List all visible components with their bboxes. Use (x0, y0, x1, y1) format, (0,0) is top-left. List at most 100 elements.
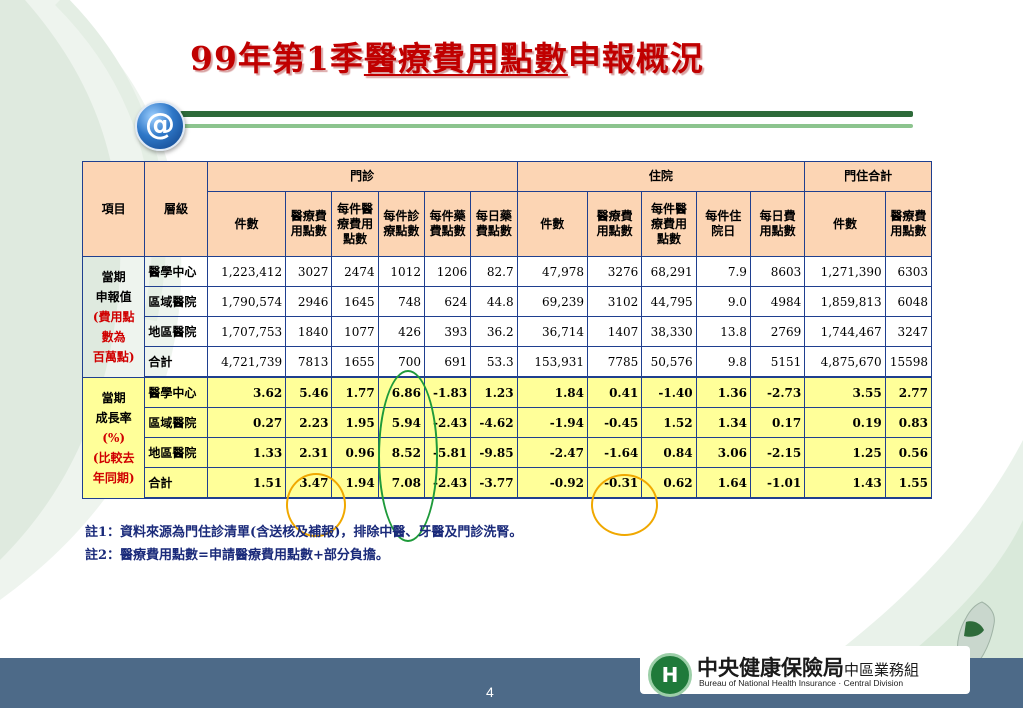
table-cell: 7.08 (377, 467, 425, 499)
table-cell: 6303 (884, 256, 933, 287)
table-cell: 1.36 (695, 376, 751, 408)
table-row: 地區醫院 1,707,753 1840 1077 426 393 36.2 36,714 140… (83, 316, 933, 347)
header-level: 層級 (144, 161, 208, 257)
header-ip-col: 醫療費用點數 (586, 191, 643, 257)
header-tot-col: 件數 (804, 191, 886, 257)
table-cell: 153,931 (516, 346, 588, 378)
table-cell: 1840 (285, 316, 333, 347)
header-row-1: 項目 層級 門診 住院 門住合計 (81, 161, 932, 257)
table-cell: 4,875,670 (804, 346, 886, 378)
table-cell: 0.83 (884, 407, 933, 438)
footnote-1: 註1：資料來源為門住診清單(含送核及補報)，排除中醫、牙醫及門診洗腎。 (85, 525, 523, 540)
table-cell: 1655 (331, 346, 379, 378)
table-row: 當期 申報值 (費用點 數為 百萬點) 醫學中心 1,223,412 3027 2474 1012… (81, 256, 933, 378)
table-cell: 68,291 (641, 256, 697, 287)
header-op-col: 醫療費用點數 (285, 191, 333, 257)
table-row: 區域醫院 1,790,574 2946 1645 748 624 44.8 69,239 310… (83, 286, 933, 317)
org-name-en: Bureau of National Health Insurance · Ce… (699, 678, 904, 688)
header-total: 門住合計 (804, 161, 932, 192)
title-prefix: 99年第1季 (190, 39, 364, 78)
header-op-col: 每件藥費點數 (423, 191, 472, 257)
row-level-label: 地區醫院 (144, 437, 208, 468)
table-cell: 426 (377, 316, 425, 347)
table-cell: 1.84 (516, 376, 588, 408)
claims-summary-table: 項目 層級 門診 住院 門住合計 件數 醫療費用點數 每件醫療費用點數 每件診療… (81, 161, 933, 499)
table-cell: 15598 (884, 346, 933, 378)
table-cell: 0.84 (641, 437, 697, 468)
table-cell: 3.47 (285, 467, 333, 499)
header-ip-col: 每件醫療費用點數 (641, 191, 697, 257)
table-cell: -2.73 (749, 376, 806, 408)
table-cell: 0.56 (884, 437, 933, 468)
table-cell: 1.25 (804, 437, 886, 468)
table-cell: 53.3 (470, 346, 518, 378)
table-cell: 36.2 (470, 316, 518, 347)
row-level-label: 區域醫院 (144, 286, 208, 317)
table-cell: 47,978 (516, 256, 588, 287)
table-cell: 3.62 (206, 376, 287, 408)
table-cell: 0.17 (749, 407, 806, 438)
table-cell: 44.8 (470, 286, 518, 317)
table-cell: 2.23 (285, 407, 333, 438)
table-cell: 3027 (285, 256, 333, 287)
header-op-col: 每件醫療費用點數 (331, 191, 379, 257)
table-cell: 2.77 (884, 376, 933, 408)
table-cell: 1,223,412 (206, 256, 287, 287)
header-item: 項目 (81, 161, 146, 257)
at-sign-icon: @ (135, 101, 185, 151)
table-cell: -1.01 (749, 467, 806, 499)
page-title: 99年第1季醫療費用點數申報概況 (190, 32, 704, 80)
org-logo-area (640, 646, 970, 694)
table-cell: 5.46 (285, 376, 333, 408)
table-cell: -9.85 (470, 437, 518, 468)
table-cell: 0.41 (586, 376, 643, 408)
table-cell: 1206 (423, 256, 472, 287)
table-cell: 9.0 (695, 286, 751, 317)
table-cell: 1.23 (470, 376, 518, 408)
section-label-line: (%) (102, 430, 126, 445)
table-cell: 5.94 (377, 407, 425, 438)
table-cell: -1.40 (641, 376, 697, 408)
header-row-2: 件數 醫療費用點數 每件醫療費用點數 每件診療點數 每件藥費點數 每日藥費點數 … (83, 191, 933, 257)
title-underlined: 醫療費用點數 (363, 39, 568, 78)
header-op-col: 每件診療點數 (377, 191, 425, 257)
section-label-growth: 當期 成長率 (%) (比較去 年同期) (81, 376, 146, 499)
table-cell: -2.43 (423, 467, 472, 499)
table-cell: 1,271,390 (804, 256, 886, 287)
org-name-division: 中區業務組 (844, 661, 920, 679)
org-name-cn: 中央健康保險局中區業務組 (697, 652, 919, 682)
table-cell: 82.7 (470, 256, 518, 287)
table-cell: -0.45 (586, 407, 643, 438)
table-cell: 44,795 (641, 286, 697, 317)
table-cell: 36,714 (516, 316, 588, 347)
table-cell: 1407 (586, 316, 643, 347)
table-row: 合計 4,721,739 7813 1655 700 691 53.3 153,931 7785… (83, 346, 933, 378)
table-cell: 1.43 (804, 467, 886, 499)
section-growth-rates: 當期 成長率 (%) (比較去 年同期) 醫學中心 3.62 5.46 1.77 6.86 -1.8… (81, 376, 933, 499)
table-cell: 1.95 (331, 407, 379, 438)
table-cell: 1,859,813 (804, 286, 886, 317)
table-cell: -3.77 (470, 467, 518, 499)
table-cell: 3247 (884, 316, 933, 347)
table-cell: 1077 (331, 316, 379, 347)
table-cell: 2769 (749, 316, 806, 347)
table-cell: 50,576 (641, 346, 697, 378)
section-reported-values: 當期 申報值 (費用點 數為 百萬點) 醫學中心 1,223,412 3027 2474 1012… (81, 256, 933, 378)
table-cell: 1645 (331, 286, 379, 317)
header-ip-col: 每件住院日 (695, 191, 751, 257)
header-ip-col: 每日費用點數 (749, 191, 806, 257)
title-suffix: 申報概況 (567, 39, 704, 78)
table-row: 區域醫院 0.27 2.23 1.95 5.94 -2.43 -4.62 -1.94 -0.45… (83, 407, 933, 438)
table-cell: 5151 (749, 346, 806, 378)
header-op-col: 件數 (206, 191, 287, 257)
table-cell: 393 (423, 316, 472, 347)
table-cell: 0.96 (331, 437, 379, 468)
table-cell: 624 (423, 286, 472, 317)
table-cell: 1,744,467 (804, 316, 886, 347)
table-cell: 1.34 (695, 407, 751, 438)
header-ip-col: 件數 (516, 191, 588, 257)
title-bar-light (180, 124, 913, 128)
table-cell: 1,790,574 (206, 286, 287, 317)
table-cell: 1,707,753 (206, 316, 287, 347)
table-cell: 1.64 (695, 467, 751, 499)
